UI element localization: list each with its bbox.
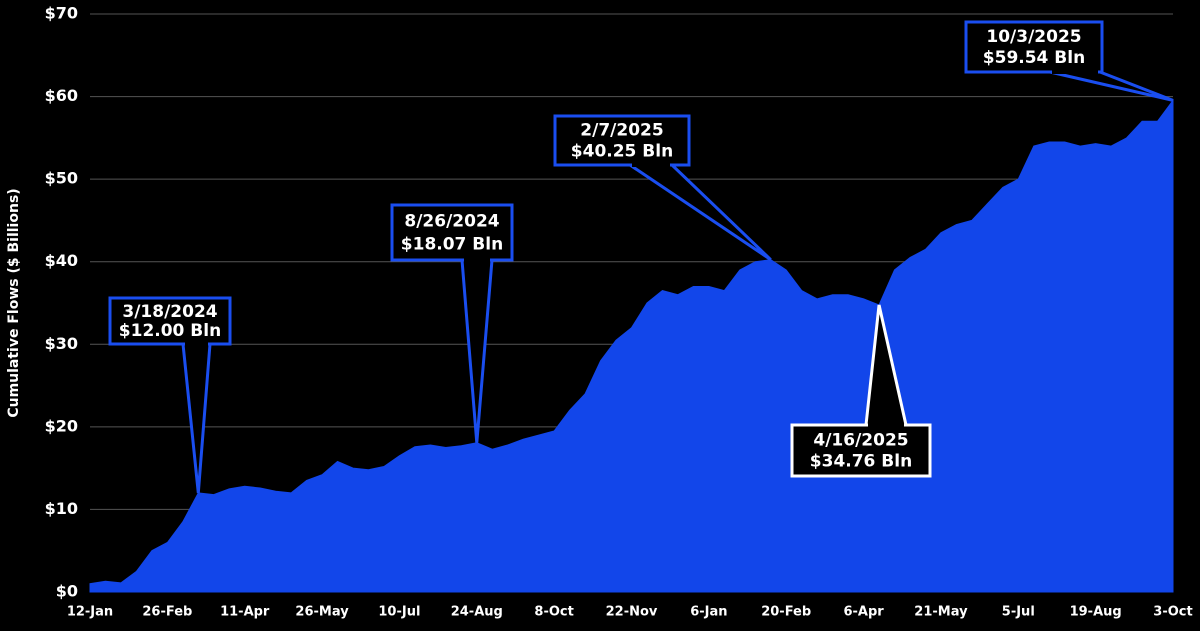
- x-tick-label: 22-Nov: [606, 605, 658, 620]
- y-tick-label: $0: [56, 582, 78, 601]
- x-tick-label: 6-Apr: [843, 605, 884, 620]
- annotation-box: [553, 114, 691, 167]
- x-tick-label: 6-Jan: [690, 605, 727, 620]
- annotation-label: $40.25 Bln: [571, 141, 673, 161]
- y-tick-label: $30: [45, 334, 78, 353]
- annotation-date: 2/7/2025: [580, 121, 663, 141]
- x-tick-label: 26-May: [295, 605, 349, 620]
- y-tick-label: $10: [45, 499, 78, 518]
- annotation-date: 8/26/2024: [404, 212, 499, 232]
- annotation-date: 3/18/2024: [122, 302, 217, 322]
- annotation-box: [390, 203, 514, 262]
- x-tick-label: 20-Feb: [761, 605, 811, 620]
- x-tick-label: 8-Oct: [534, 605, 573, 620]
- annotation-label: $34.76 Bln: [810, 452, 912, 472]
- annotation-box: [964, 20, 1104, 74]
- x-tick-label: 5-Jul: [1002, 605, 1035, 620]
- y-tick-label: $40: [45, 251, 78, 270]
- x-tick-label: 24-Aug: [451, 605, 503, 620]
- y-tick-label: $50: [45, 169, 78, 188]
- y-tick-label: $70: [45, 4, 78, 23]
- annotation-box: [108, 296, 232, 346]
- annotation-box: [790, 423, 932, 478]
- annotation-label: $18.07 Bln: [401, 235, 503, 255]
- annotation-label: $12.00 Bln: [119, 321, 221, 341]
- x-tick-label: 11-Apr: [220, 605, 270, 620]
- annotation-label: $59.54 Bln: [983, 48, 1085, 68]
- x-tick-label: 10-Jul: [378, 605, 420, 620]
- x-tick-label: 12-Jan: [67, 605, 113, 620]
- annotation-pointer: [460, 258, 494, 443]
- y-axis-title: Cumulative Flows ($ Billions): [6, 188, 22, 417]
- y-tick-label: $60: [45, 86, 78, 105]
- x-tick-label: 21-May: [914, 605, 968, 620]
- annotation-date: 10/3/2025: [986, 27, 1081, 47]
- annotation-pointer: [181, 342, 212, 494]
- area: [89, 98, 1174, 593]
- x-tick-label: 3-Oct: [1153, 605, 1192, 620]
- annotation-date: 4/16/2025: [813, 430, 908, 450]
- x-tick-label: 26-Feb: [142, 605, 192, 620]
- x-tick-label: 19-Aug: [1070, 605, 1122, 620]
- y-tick-label: $20: [45, 416, 78, 435]
